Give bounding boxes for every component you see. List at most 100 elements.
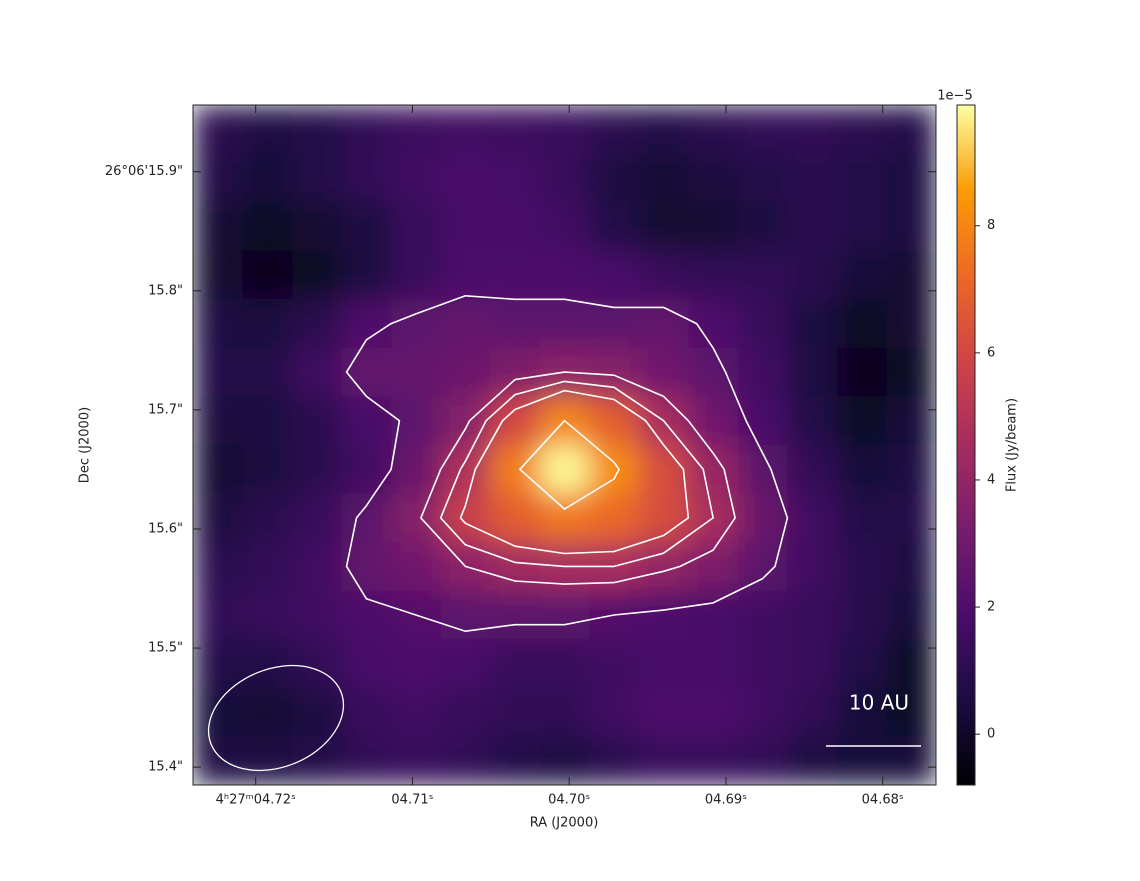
heatmap-cell <box>638 687 689 737</box>
heatmap-cell <box>391 202 442 252</box>
heatmap-cell <box>688 736 739 785</box>
heatmap-cell <box>886 299 936 349</box>
colorbar-tick-label: 0 <box>987 727 995 742</box>
heatmap-cell <box>193 639 244 689</box>
heatmap-cell <box>391 153 442 203</box>
heatmap-cell <box>886 250 936 300</box>
contour <box>519 419 620 510</box>
scalebar-label: 10 AU <box>849 691 909 715</box>
heatmap-cell <box>539 639 590 689</box>
heatmap-cell <box>539 299 590 349</box>
heatmap-cell <box>787 202 838 252</box>
heatmap-cell <box>490 396 541 446</box>
heatmap-cell <box>490 153 541 203</box>
heatmap-cell <box>886 347 936 397</box>
heatmap-cell <box>193 736 244 785</box>
heatmap-cell <box>836 202 887 252</box>
heatmap-cell <box>638 445 689 495</box>
heatmap-cell <box>440 445 491 495</box>
heatmap-cell <box>242 105 293 155</box>
heatmap-cell <box>193 153 244 203</box>
heatmap-cell <box>836 153 887 203</box>
heatmap-cell <box>539 687 590 737</box>
heatmap-cell <box>688 250 739 300</box>
plot-frame <box>192 104 937 786</box>
heatmap-cell <box>787 250 838 300</box>
heatmap-cell <box>737 299 788 349</box>
heatmap-cell <box>787 542 838 592</box>
colorbar-offset: 1e−5 <box>937 89 972 104</box>
heatmap-cell <box>490 445 541 495</box>
y-tick-label: 15.7" <box>148 402 183 417</box>
heatmap-cell <box>193 445 244 495</box>
heatmap-cell <box>688 153 739 203</box>
x-tick-label: 04.69ˢ <box>705 793 747 808</box>
heatmap-cell <box>589 153 640 203</box>
heatmap-cell <box>886 590 936 640</box>
heatmap-cell <box>787 590 838 640</box>
heatmap-cell <box>539 590 590 640</box>
heatmap-cell <box>193 347 244 397</box>
heatmap-cell <box>391 687 442 737</box>
heatmap-cell <box>490 639 541 689</box>
heatmap-cell <box>193 493 244 543</box>
heatmap-cell <box>836 736 887 785</box>
heatmap-cell <box>589 105 640 155</box>
heatmap-cell <box>490 250 541 300</box>
heatmap-cell <box>737 347 788 397</box>
heatmap-cell <box>688 347 739 397</box>
heatmap-cell <box>638 250 689 300</box>
heatmap-cell <box>242 250 293 300</box>
heatmap-cell <box>737 493 788 543</box>
heatmap-cell <box>737 590 788 640</box>
heatmap-cell <box>688 202 739 252</box>
heatmap-cell <box>737 153 788 203</box>
x-axis-label: RA (J2000) <box>530 816 599 831</box>
heatmap-cell <box>440 250 491 300</box>
y-tick-label: 15.8" <box>148 283 183 298</box>
heatmap-cell <box>490 202 541 252</box>
heatmap-cell <box>836 687 887 737</box>
contour <box>439 380 714 568</box>
colorbar-tick-label: 2 <box>987 600 995 615</box>
heatmap-cell <box>391 105 442 155</box>
heatmap-cell <box>341 493 392 543</box>
heatmap-cell <box>341 202 392 252</box>
heatmap-cell <box>787 299 838 349</box>
heatmap-cell <box>292 493 343 543</box>
heatmap-cell <box>539 153 590 203</box>
heatmap-cell <box>539 105 590 155</box>
y-tick-label: 15.4" <box>148 760 183 775</box>
heatmap-cell <box>292 250 343 300</box>
heatmap-cell <box>440 736 491 785</box>
heatmap-cell <box>242 153 293 203</box>
heatmap-cell <box>886 105 936 155</box>
y-tick-label: 15.5" <box>148 641 183 656</box>
heatmap-cell <box>292 590 343 640</box>
heatmap-cell <box>391 445 442 495</box>
heatmap-cell <box>836 250 887 300</box>
heatmap-cell <box>787 736 838 785</box>
heatmap-cells <box>193 105 936 785</box>
heatmap <box>193 105 936 785</box>
heatmap-cell <box>886 639 936 689</box>
heatmap-cell <box>787 347 838 397</box>
heatmap-cell <box>341 153 392 203</box>
heatmap-cell <box>490 687 541 737</box>
heatmap-cell <box>242 445 293 495</box>
heatmap-cell <box>737 687 788 737</box>
heatmap-cell <box>242 299 293 349</box>
heatmap-cell <box>688 396 739 446</box>
heatmap-cell <box>490 299 541 349</box>
heatmap-cell <box>886 687 936 737</box>
heatmap-cell <box>292 687 343 737</box>
heatmap-cell <box>589 347 640 397</box>
heatmap-cell <box>341 445 392 495</box>
heatmap-cell <box>193 299 244 349</box>
heatmap-cell <box>836 396 887 446</box>
heatmap-cell <box>836 639 887 689</box>
contours <box>345 295 789 632</box>
heatmap-cell <box>242 396 293 446</box>
heatmap-cell <box>193 687 244 737</box>
heatmap-cell <box>341 299 392 349</box>
